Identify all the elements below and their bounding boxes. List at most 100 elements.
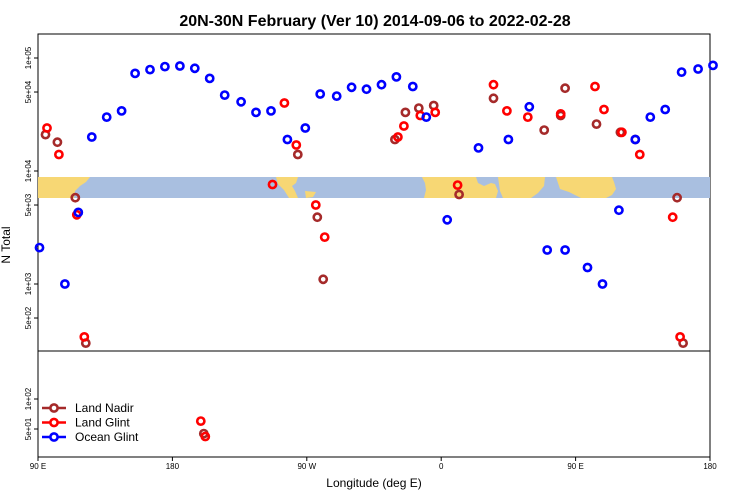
ocean-glint-point — [361, 84, 372, 95]
ocean-glint-point — [376, 79, 387, 90]
axes: 90 E 180 90 W 0 90 E 180 5e+02 1e+03 5e+03 1e+04 5… — [24, 46, 717, 471]
ocean-glint-point — [503, 134, 514, 145]
x-tick-label: 90 E — [567, 462, 583, 471]
x-tick-label: 90 W — [297, 462, 316, 471]
ocean-glint-point — [266, 106, 276, 116]
y-tick-label: 1e+03 — [24, 272, 33, 295]
land-nadir-point — [488, 93, 499, 104]
ocean-glint-point — [473, 142, 484, 153]
legend-marker-ocean-glint — [49, 432, 59, 442]
land-glint-point — [195, 416, 206, 426]
land-glint-point — [675, 331, 685, 342]
ocean-glint-point — [315, 89, 326, 99]
land-glint-point — [488, 79, 499, 90]
ocean-glint-point — [236, 96, 246, 107]
land-glint-point — [319, 232, 330, 242]
land-glint-point — [279, 98, 290, 108]
land-nadir-point — [400, 107, 411, 118]
x-tick-label: 180 — [703, 462, 717, 471]
y-tick-label: 1e+02 — [24, 387, 33, 410]
lower-panel-frame — [37, 350, 711, 458]
ocean-glint-point — [86, 132, 97, 142]
legend-marker-land-glint — [49, 417, 59, 428]
ocean-glint-point — [189, 63, 200, 74]
legend-label-ocean-glint: Ocean Glint — [75, 430, 139, 444]
x-tick-label: 180 — [166, 462, 180, 471]
ocean-glint-point — [645, 112, 656, 122]
chart-title: 20N-30N February (Ver 10) 2014-09-06 to … — [179, 13, 570, 30]
y-tick-label: 5e+04 — [24, 80, 33, 103]
ocean-glint-point — [630, 134, 641, 145]
ocean-glint-point — [331, 91, 342, 101]
land-nadir-point — [591, 119, 602, 129]
land-nadir-point — [413, 103, 424, 113]
ocean-glint-point — [282, 134, 293, 145]
land-glint-point — [398, 121, 409, 131]
ocean-glint-point — [145, 64, 155, 75]
y-tick-label: 1e+04 — [24, 159, 33, 182]
land-nadir-point — [560, 83, 570, 94]
y-tick-label: 5e+01 — [24, 417, 33, 440]
land-nadir-point — [312, 212, 323, 223]
ocean-glint-point — [159, 61, 170, 72]
land-arabia — [498, 177, 545, 198]
x-tick-label: 0 — [439, 462, 444, 471]
land-india — [556, 177, 616, 198]
land-mexico — [276, 177, 298, 198]
land-nadir-point — [70, 192, 81, 203]
land-glint-point — [42, 123, 52, 133]
land-glint-point — [667, 212, 678, 223]
ocean-glint-point — [542, 245, 553, 255]
land-glint-point — [291, 140, 302, 150]
y-tick-label: 1e+05 — [24, 46, 33, 69]
land-glint-point — [392, 132, 403, 142]
ocean-glint-point — [708, 60, 718, 71]
ocean-glint-point — [660, 104, 671, 115]
land-glint-point — [501, 106, 512, 116]
land-nadir-point — [454, 189, 464, 200]
ocean-glint-point — [346, 82, 357, 93]
land-asia — [38, 177, 90, 198]
ocean-glint-point — [130, 68, 140, 79]
land-glint-point — [617, 127, 627, 138]
y-tick-label: 5e+03 — [24, 193, 33, 216]
y-axis-label: N Total — [0, 226, 13, 263]
land-nadir-point — [318, 274, 329, 285]
y-tick-label: 5e+02 — [24, 306, 33, 329]
land-nadir-point — [52, 137, 63, 148]
ocean-glint-point — [73, 207, 84, 218]
ocean-glint-point — [219, 90, 230, 100]
ocean-glint-point — [582, 262, 593, 273]
x-axis-label: Longitude (deg E) — [326, 476, 421, 490]
land-glint-point — [54, 149, 64, 160]
data-points — [34, 60, 718, 442]
land-glint-point — [599, 104, 609, 115]
x-tick-label: 90 E — [30, 462, 46, 471]
land-nadir-point — [539, 125, 550, 136]
land-glint-point — [634, 149, 645, 160]
ocean-glint-point — [597, 279, 608, 289]
ocean-glint-point — [300, 123, 311, 133]
land-nadir-point — [672, 192, 682, 203]
land-glint-point — [267, 179, 278, 190]
ocean-glint-point — [693, 64, 703, 74]
ocean-glint-point — [442, 214, 453, 225]
ocean-glint-point — [204, 73, 215, 84]
world-map-band — [38, 177, 710, 198]
land-nadir-point — [292, 149, 303, 160]
ocean-glint-point — [391, 72, 402, 82]
ocean-glint-point — [614, 205, 624, 216]
legend-marker-land-nadir — [49, 403, 59, 413]
ocean-glint-point — [101, 112, 112, 122]
ocean-glint-point — [524, 101, 535, 112]
land-glint-point — [555, 109, 566, 119]
ocean-glint-point — [174, 61, 185, 71]
ocean-glint-point — [676, 67, 687, 77]
land-glint-point — [79, 331, 90, 342]
land-glint-point — [430, 107, 441, 118]
ocean-glint-point — [116, 106, 127, 116]
ocean-glint-point — [251, 107, 261, 118]
legend-label-land-glint: Land Glint — [75, 416, 130, 430]
